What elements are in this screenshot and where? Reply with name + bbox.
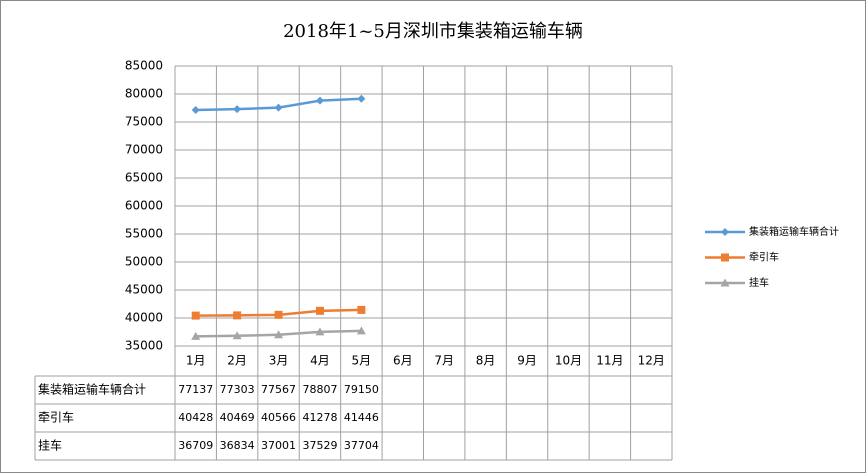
marker <box>315 96 324 105</box>
x-tick-label: 4月 <box>310 354 330 368</box>
marker <box>720 278 730 287</box>
marker <box>315 327 325 336</box>
x-tick-label: 1月 <box>186 354 206 368</box>
y-tick-label: 80000 <box>125 87 163 101</box>
table-cell: 77303 <box>220 383 255 396</box>
marker <box>315 306 324 315</box>
marker <box>191 311 200 320</box>
table-cell: 37704 <box>344 439 379 452</box>
legend-label: 牵引车 <box>749 251 779 264</box>
x-tick-label: 9月 <box>517 354 537 368</box>
marker <box>274 103 283 112</box>
y-tick-label: 70000 <box>125 143 163 157</box>
table-row-label: 牵引车 <box>38 410 74 425</box>
marker <box>721 253 729 262</box>
marker <box>233 311 242 320</box>
table-row-label: 集装箱运输车辆合计 <box>38 382 146 397</box>
y-tick-label: 55000 <box>125 227 163 241</box>
marker <box>357 305 366 314</box>
y-tick-label: 45000 <box>125 283 163 297</box>
marker <box>233 105 242 114</box>
marker <box>191 106 200 115</box>
y-tick-label: 75000 <box>125 115 163 129</box>
marker <box>191 331 201 340</box>
table-cell: 37001 <box>261 439 296 452</box>
legend-label: 集装箱运输车辆合计 <box>749 225 839 238</box>
table-cell: 40428 <box>178 411 213 424</box>
table-cell: 78807 <box>302 383 337 396</box>
x-tick-label: 10月 <box>555 354 582 368</box>
y-tick-label: 85000 <box>125 59 163 73</box>
chart-title: 2018年1~5月深圳市集装箱运输车辆 <box>283 21 583 42</box>
table-cell: 41278 <box>302 411 337 424</box>
legend-label: 挂车 <box>749 276 769 289</box>
table-cell: 77567 <box>261 383 296 396</box>
marker <box>721 228 729 236</box>
x-tick-label: 7月 <box>434 354 454 368</box>
x-tick-label: 2月 <box>227 354 247 368</box>
marker <box>232 331 242 340</box>
table-cell: 77137 <box>178 383 213 396</box>
table-cell: 41446 <box>344 411 379 424</box>
x-tick-label: 3月 <box>269 354 289 368</box>
table-row-label: 挂车 <box>38 438 62 453</box>
y-tick-label: 65000 <box>125 171 163 185</box>
table-cell: 40566 <box>261 411 296 424</box>
y-tick-label: 60000 <box>125 199 163 213</box>
table-cell: 36709 <box>178 439 213 452</box>
table-cell: 36834 <box>220 439 255 452</box>
marker <box>274 310 283 319</box>
x-tick-label: 12月 <box>638 354 665 368</box>
y-tick-label: 50000 <box>125 255 163 269</box>
table-cell: 79150 <box>344 383 379 396</box>
marker <box>274 330 284 339</box>
x-tick-label: 8月 <box>476 354 496 368</box>
y-tick-label: 35000 <box>125 339 163 353</box>
x-tick-label: 11月 <box>596 354 623 368</box>
marker <box>357 94 366 103</box>
marker <box>356 326 366 335</box>
table-cell: 37529 <box>302 439 337 452</box>
x-tick-label: 5月 <box>352 354 372 368</box>
y-tick-label: 40000 <box>125 311 163 325</box>
x-tick-label: 6月 <box>393 354 413 368</box>
table-cell: 40469 <box>220 411 255 424</box>
